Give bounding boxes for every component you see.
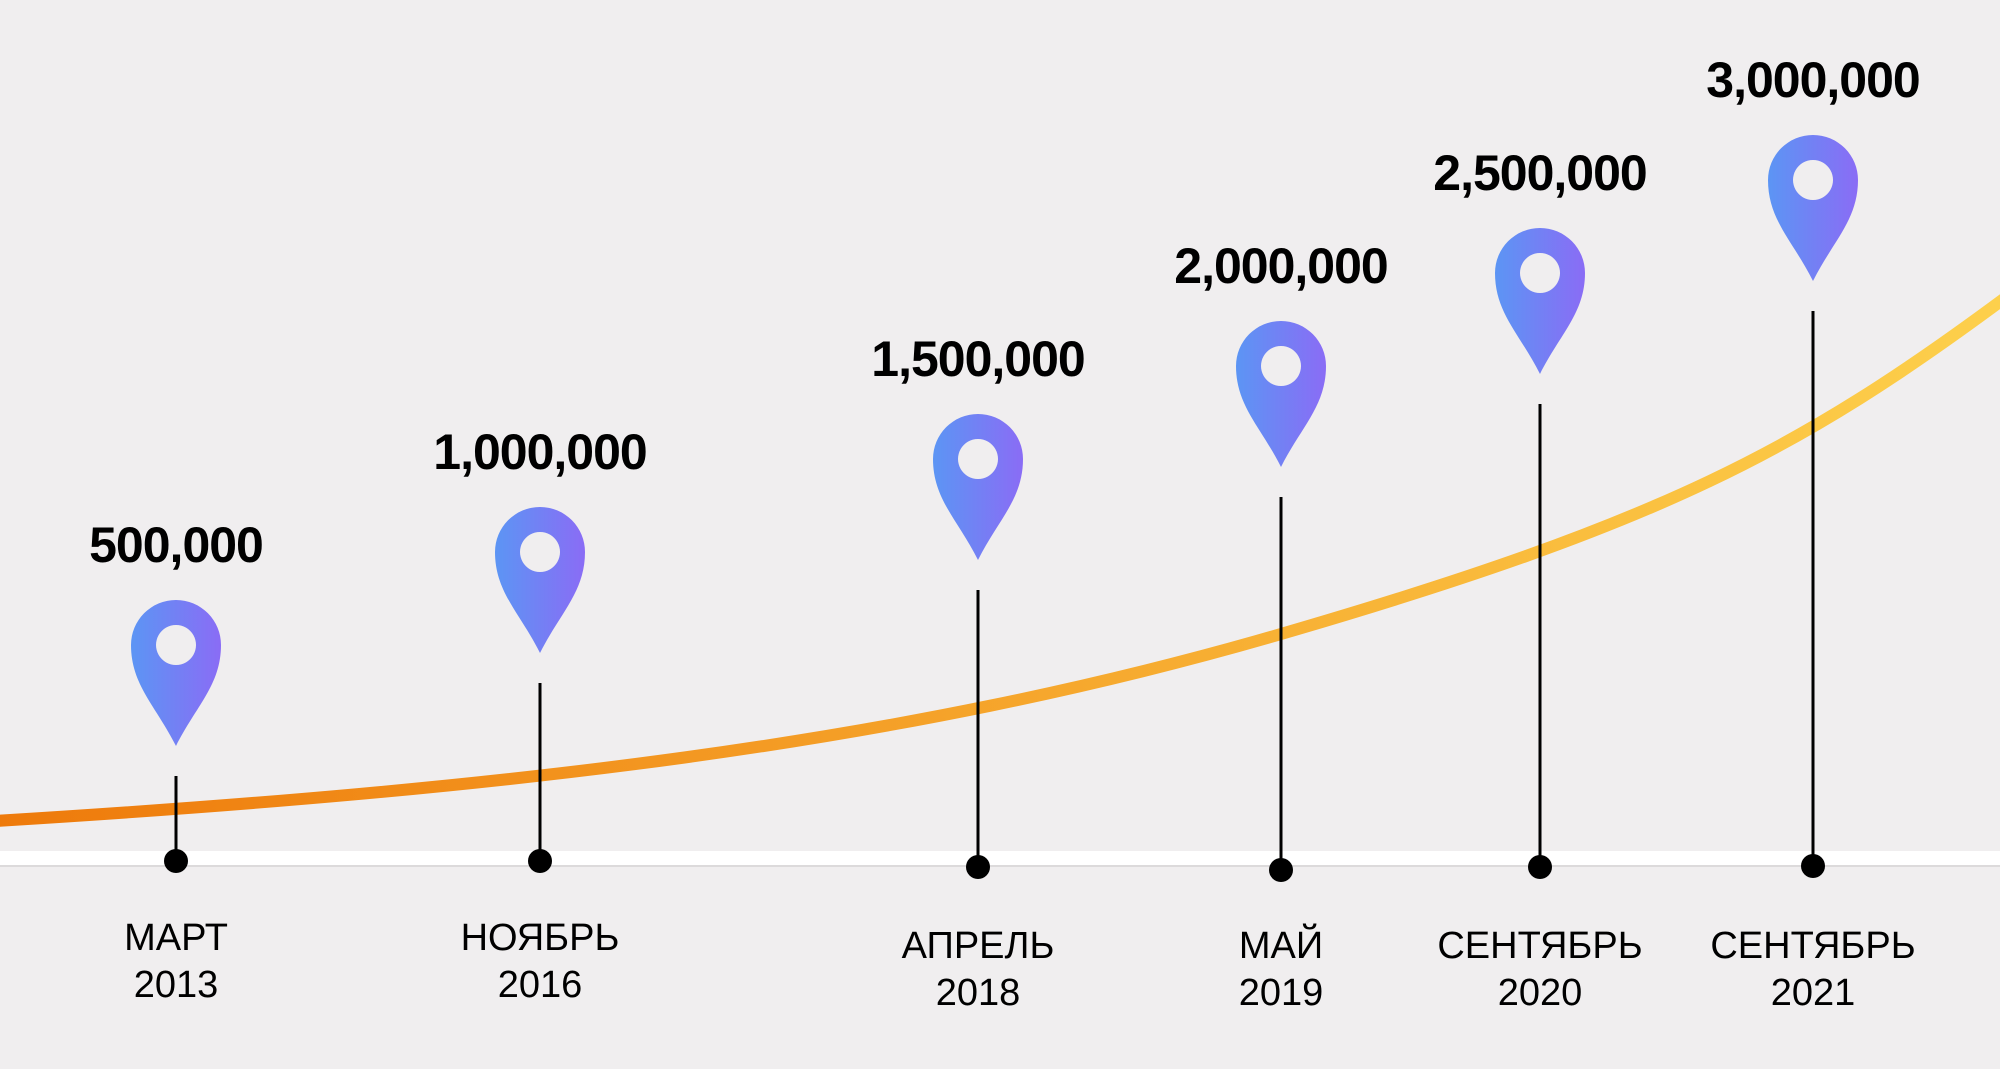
year-label: 2018 bbox=[936, 972, 1021, 1014]
year-label: 2016 bbox=[498, 964, 583, 1006]
timeline-dot bbox=[164, 849, 188, 873]
year-label: 2013 bbox=[134, 964, 219, 1006]
map-pin-icon bbox=[1495, 228, 1585, 374]
map-pin-icon bbox=[495, 507, 585, 653]
value-label: 1,500,000 bbox=[871, 331, 1084, 387]
growth-curve bbox=[0, 294, 2000, 827]
month-label: АПРЕЛЬ bbox=[902, 925, 1055, 967]
map-pin-icon bbox=[933, 414, 1023, 560]
month-label: МАЙ bbox=[1239, 922, 1323, 967]
timeline-dot bbox=[1528, 855, 1552, 879]
timeline-dot bbox=[966, 855, 990, 879]
value-label: 2,500,000 bbox=[1433, 145, 1646, 201]
value-label: 2,000,000 bbox=[1174, 238, 1387, 294]
timeline-dot bbox=[1269, 858, 1293, 882]
value-label: 1,000,000 bbox=[433, 424, 646, 480]
year-label: 2021 bbox=[1771, 972, 1856, 1014]
timeline-axis bbox=[0, 851, 2000, 865]
map-pin-icon bbox=[1236, 321, 1326, 467]
year-label: 2020 bbox=[1498, 972, 1583, 1014]
timeline-axis-shadow bbox=[0, 865, 2000, 867]
month-label: НОЯБРЬ bbox=[461, 917, 620, 959]
map-pin-icon bbox=[1768, 135, 1858, 281]
timeline-dot bbox=[528, 849, 552, 873]
year-label: 2019 bbox=[1239, 972, 1324, 1014]
month-label: СЕНТЯБРЬ bbox=[1437, 925, 1642, 967]
value-label: 500,000 bbox=[89, 517, 263, 573]
month-label: СЕНТЯБРЬ bbox=[1710, 925, 1915, 967]
month-label: МАРТ bbox=[124, 917, 228, 959]
map-pin-icon bbox=[131, 600, 221, 746]
timeline-dot bbox=[1801, 854, 1825, 878]
value-label: 3,000,000 bbox=[1706, 52, 1919, 108]
